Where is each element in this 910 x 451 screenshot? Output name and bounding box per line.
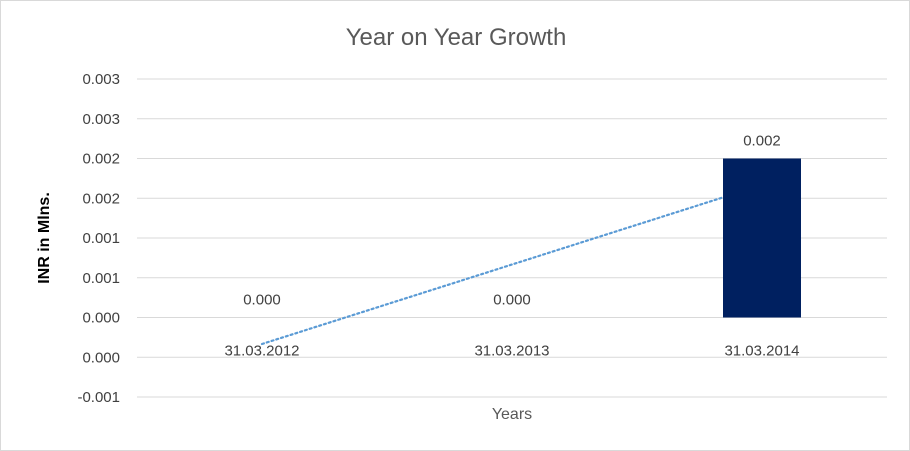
data-label: 0.002 [743,133,781,150]
x-axis-title: Years [492,406,532,423]
bar [723,158,801,318]
y-tick-label: 0.002 [82,151,120,168]
y-tick-label: 0.001 [82,270,120,287]
x-tick-label: 31.03.2013 [474,343,549,360]
chart-title: Year on Year Growth [346,24,567,51]
y-tick-label: 0.002 [82,190,120,207]
x-tick-labels: 31.03.2012 31.03.2013 31.03.2014 [224,343,799,360]
y-tick-label: 0.000 [82,349,120,366]
y-tick-label: 0.003 [82,71,120,88]
trendline-layer [260,183,764,346]
y-tick-label: 0.000 [82,310,120,327]
y-tick-label: 0.003 [82,111,120,128]
data-label: 0.000 [493,292,531,309]
y-tick-label: -0.001 [77,389,120,406]
trendline [260,183,764,346]
data-label: 0.000 [243,292,281,309]
y-tick-labels: -0.001 0.000 0.000 0.001 0.001 0.002 0.002 0.00… [77,71,120,406]
data-labels: 0.000 0.000 0.002 [243,133,781,309]
gridlines [137,78,887,398]
bars [723,158,801,318]
y-axis-title: INR in Mlns. [36,192,53,284]
x-tick-label: 31.03.2012 [224,343,299,360]
y-tick-label: 0.001 [82,230,120,247]
x-tick-label: 31.03.2014 [724,343,799,360]
